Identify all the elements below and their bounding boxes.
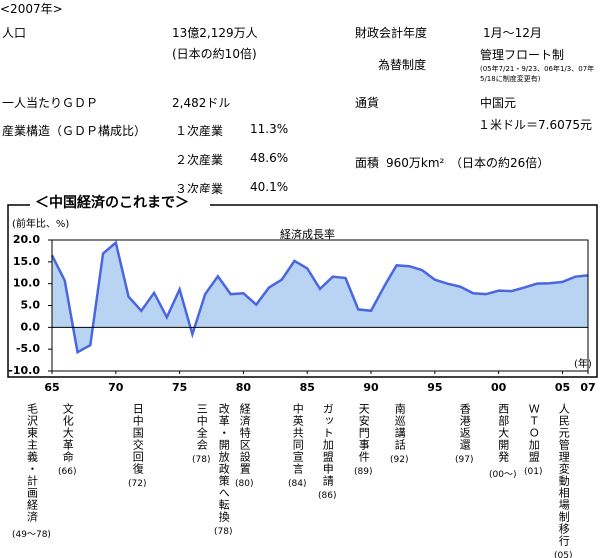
event-text: 経済特区設置 (238, 403, 252, 475)
event: 中英共同宣言 (84) (288, 403, 306, 489)
event-text: 毛沢東主義・計画経済 (25, 403, 39, 523)
x-tick-label: 05 (555, 381, 570, 394)
event-period: (72) (128, 479, 147, 489)
series-label: 経済成長率 (280, 227, 335, 241)
event-period: (01) (524, 467, 543, 477)
stat-value: 中国元 (480, 96, 517, 110)
event-period: (97) (455, 455, 474, 465)
y-tick-label: 0.0 (21, 320, 41, 333)
x-tick-label: 90 (363, 381, 379, 394)
stat-label: 一人当たりＧＤＰ (2, 96, 99, 110)
event-period: (84) (288, 479, 307, 489)
stat-label: ３次産業 (175, 182, 224, 196)
event-text: 三中全会 (195, 403, 209, 451)
y-tick-label: -5.0 (16, 342, 40, 355)
event: 香港返還 (97) (455, 403, 473, 465)
event-period: (86) (318, 491, 337, 501)
event-period: (78) (214, 527, 233, 537)
x-tick-label: 80 (236, 381, 252, 394)
event: ガット加盟申請 (86) (318, 403, 336, 501)
x-tick-label: 70 (108, 381, 124, 394)
event-period: (00～) (489, 470, 517, 480)
stat-label: 人口 (2, 26, 27, 40)
stat-value: 管理フロート制 (480, 48, 565, 62)
stat-label: 財政会計年度 (355, 26, 428, 40)
x-tick-label: 00 (491, 381, 507, 394)
event-text: 中英共同宣言 (291, 403, 305, 475)
x-tick-label: 85 (300, 381, 315, 394)
y-axis-label: (前年比、%) (12, 217, 69, 230)
chart-title: ＜中国経済のこれまで＞ (35, 194, 189, 211)
stat-note: (日本の約10倍) (172, 47, 257, 61)
stat-label: 為替制度 (378, 58, 427, 72)
stat-value: 48.6% (250, 151, 289, 165)
event: 改革・開放政策へ転換 (78) (214, 403, 232, 537)
event-text: ガット加盟申請 (321, 403, 335, 487)
event: 南巡講話 (92) (390, 403, 408, 465)
stat-value: 2,482ドル (172, 96, 231, 110)
event: 日中国交回復 (72) (128, 403, 146, 489)
stat-label: 産業構造（ＧＤＰ構成比） (2, 124, 147, 138)
stat-label: ２次産業 (175, 153, 224, 167)
event-text: 天安門事件 (357, 403, 371, 463)
area (52, 242, 588, 353)
stat-value: 13億2,129万人 (172, 26, 258, 40)
stat-label: 面積 (355, 156, 380, 170)
event-text: 文化大革命 (61, 403, 75, 463)
stat-note: （日本の約26倍） (450, 156, 550, 170)
x-tick-label: 07 (580, 381, 595, 394)
event: 人民元管理変動相場制移行 (05) (554, 403, 572, 558)
y-tick-label: -10.0 (8, 364, 40, 377)
x-tick-label: 65 (44, 381, 59, 394)
event-period: (92) (390, 455, 409, 465)
line (50, 240, 589, 355)
event: 経済特区設置 (80) (235, 403, 253, 489)
event: ＷＴＯ加盟 (01) (524, 403, 542, 477)
event-period: (80) (235, 479, 254, 489)
event: 西部大開発 (00～) (489, 403, 516, 480)
event-period: (05) (554, 551, 573, 558)
stat-label: 通貨 (355, 96, 380, 110)
x-axis-label: (年) (574, 357, 592, 370)
y-tick-label: 5.0 (21, 299, 41, 312)
event: 三中全会 (78) (192, 403, 210, 465)
event-text: 南巡講話 (393, 403, 407, 451)
event-period: (66) (58, 467, 77, 477)
event-period: (89) (354, 467, 373, 477)
x-tick-label: 75 (172, 381, 187, 394)
event-period: (78) (192, 455, 211, 465)
event-text: 香港返還 (458, 403, 472, 451)
event-text: 改革・開放政策へ転換 (217, 403, 231, 523)
event: 天安門事件 (89) (354, 403, 372, 477)
event-text: ＷＴＯ加盟 (527, 403, 541, 463)
event-period: (49～78) (12, 530, 51, 540)
y-tick-label: 15.0 (13, 255, 40, 268)
stat-note: (05年7/21・9/23、06年1/3、07年 (480, 65, 595, 73)
stat-value: 1月～12月 (483, 26, 542, 40)
event-text: 西部大開発 (496, 403, 510, 463)
period: <2007年> (0, 2, 63, 16)
stat-value: １米ドル＝7.6075元 (478, 118, 592, 132)
event: 文化大革命 (66) (58, 403, 76, 477)
stat-value: 11.3% (250, 122, 289, 136)
event: 毛沢東主義・計画経済 (49～78) (12, 403, 51, 540)
title-bg (30, 193, 210, 213)
x-tick-label: 95 (427, 381, 442, 394)
stat-value: 40.1% (250, 180, 289, 194)
stat-label: １次産業 (175, 124, 224, 138)
event-text: 日中国交回復 (131, 403, 145, 475)
stat-value: 960万km² (386, 156, 445, 170)
event-text: 人民元管理変動相場制移行 (557, 403, 571, 547)
stat-note: 5/18に制度変更有) (480, 75, 541, 83)
y-tick-label: 20.0 (13, 233, 40, 246)
y-tick-label: 10.0 (13, 277, 40, 290)
chart-frame (7, 204, 598, 378)
